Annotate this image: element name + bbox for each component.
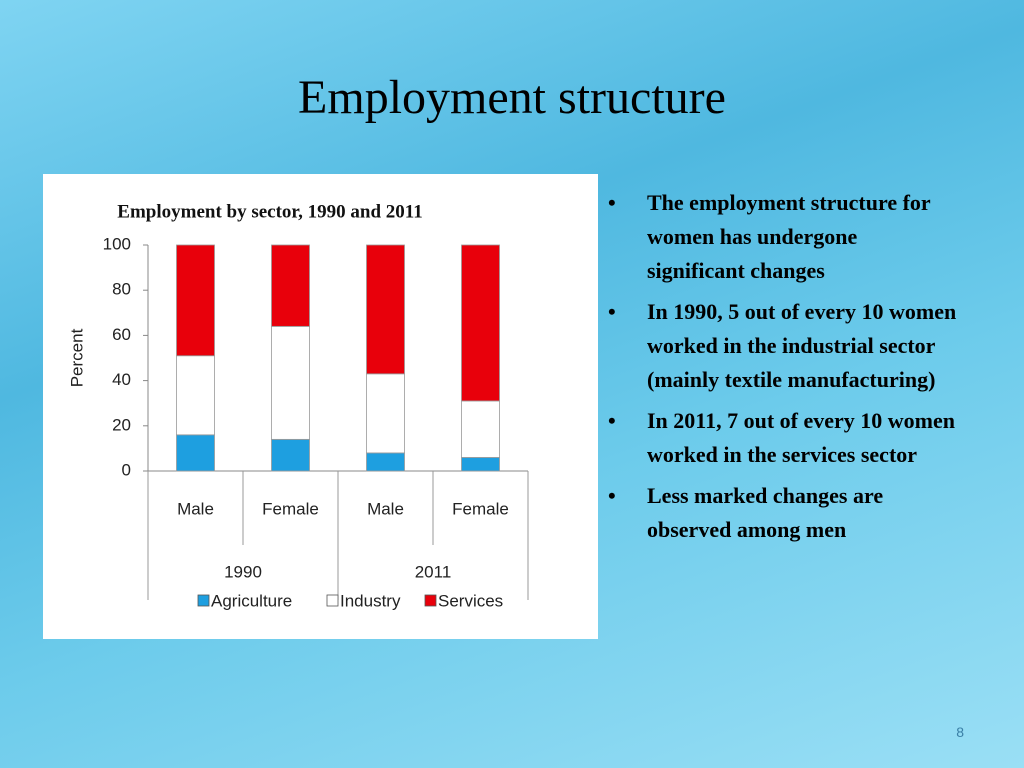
chart-box: Employment by sector, 1990 and 2011 Perce…	[43, 174, 598, 639]
bullet: Less marked changes are observed among m…	[608, 479, 960, 547]
y-axis-label: Percent	[67, 328, 86, 387]
legend-swatch	[197, 594, 210, 607]
y-tick-label: 60	[112, 325, 131, 344]
bar-segment	[461, 457, 500, 472]
group-label: 1990	[224, 562, 262, 581]
x-tick-label: Female	[262, 499, 319, 518]
legend-label: Services	[438, 591, 503, 610]
bar-segment	[271, 244, 310, 327]
bar-segment	[271, 325, 310, 440]
bar-segment	[366, 244, 405, 375]
bar-segment	[176, 244, 215, 357]
chart: Employment by sector, 1990 and 2011 Perce…	[67, 201, 529, 610]
legend-swatch	[424, 594, 437, 607]
y-tick-label: 80	[112, 280, 131, 299]
chart-title: Employment by sector, 1990 and 2011	[117, 201, 422, 222]
group-label: 2011	[415, 562, 452, 581]
legend-label: Agriculture	[211, 591, 292, 610]
page-number: 8	[956, 724, 964, 740]
bar-segment	[271, 438, 310, 472]
legend-label: Industry	[340, 591, 401, 610]
bullet: The employment structure for women has u…	[608, 186, 960, 288]
bar-segment	[366, 373, 405, 454]
bullet-list: The employment structure for women has u…	[608, 186, 960, 554]
y-tick-label: 100	[103, 234, 131, 253]
legend-swatch	[326, 594, 339, 607]
y-tick-label: 40	[112, 370, 131, 389]
bar-segment	[176, 434, 215, 472]
x-tick-label: Female	[452, 499, 509, 518]
bullet: In 1990, 5 out of every 10 women worked …	[608, 295, 960, 397]
x-tick-label: Male	[367, 499, 404, 518]
x-tick-label: Male	[177, 499, 214, 518]
bar-segment	[176, 355, 215, 436]
y-tick-label: 0	[122, 460, 131, 479]
bullet: In 2011, 7 out of every 10 women worked …	[608, 404, 960, 472]
bar-segment	[366, 452, 405, 472]
bar-segment	[461, 400, 500, 458]
y-tick-label: 20	[112, 415, 131, 434]
bar-segment	[461, 244, 500, 402]
slide-title: Employment structure	[298, 71, 726, 124]
